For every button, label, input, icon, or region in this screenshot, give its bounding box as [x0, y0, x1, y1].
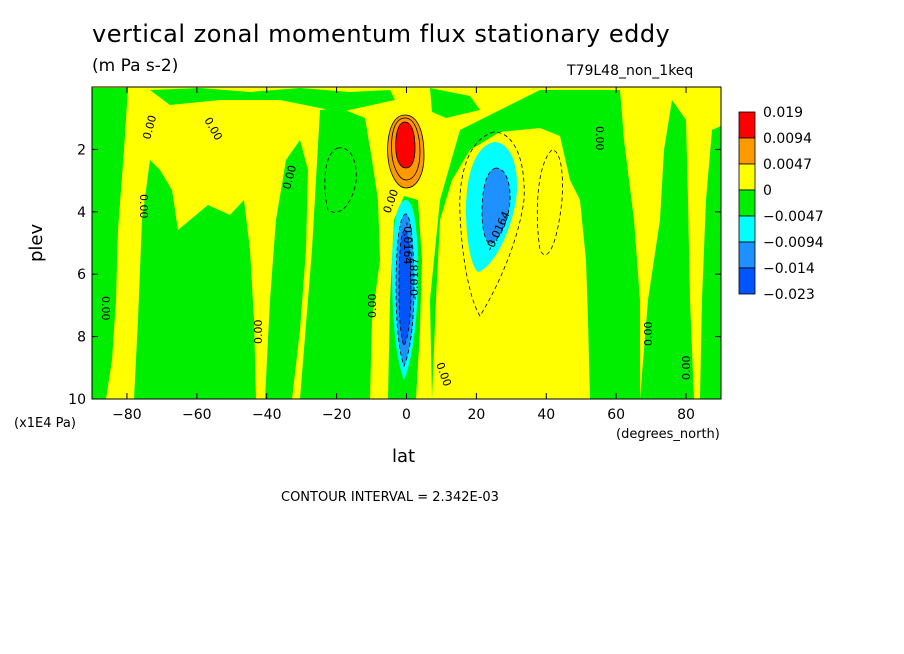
- legend-level-label: 0.0047: [763, 157, 812, 173]
- contour-line-positive-mid: [391, 117, 421, 181]
- green-region-top-right: [430, 88, 480, 118]
- contour-label: -0.0187: [408, 258, 421, 300]
- legend-swatch: [738, 163, 756, 191]
- y-tick-label: 2: [77, 142, 86, 158]
- legend-level-label: −0.014: [763, 261, 815, 277]
- legend-level-label: −0.0047: [763, 209, 824, 225]
- legend-level-label: 0.019: [763, 105, 803, 121]
- contour-label: 0.00: [593, 126, 606, 151]
- y-tick-label: 8: [77, 330, 86, 346]
- contour-interval-label: CONTOUR INTERVAL = 2.342E-03: [281, 490, 499, 505]
- run-label: T79L48_non_1keq: [567, 63, 694, 79]
- green-region-south-subtropics: [300, 108, 380, 399]
- green-region-far-south: [92, 88, 128, 399]
- legend-swatch: [738, 241, 756, 269]
- legend-level-label: −0.023: [763, 287, 815, 303]
- contour-label: 0.00: [642, 322, 655, 347]
- x-tick-label: 0: [402, 407, 411, 423]
- contour-label: 0.00: [252, 320, 265, 345]
- darkblue-region-equatorial: [399, 230, 411, 346]
- legend-swatch: [738, 189, 756, 217]
- legend-swatch: [738, 215, 756, 243]
- x-axis-units: (degrees_north): [616, 427, 720, 442]
- green-region-far-north: [700, 126, 721, 399]
- axes: −80 −60 −40 −20 0 20 40 60 80 2 4 6 8 10: [68, 87, 721, 423]
- contour-label: 0.00: [140, 114, 159, 141]
- contour-label: 0.00: [137, 194, 150, 219]
- contour-line-negative-equatorial: [395, 213, 415, 368]
- contour-label: 0.00: [280, 164, 299, 191]
- green-region-southwest: [134, 160, 256, 399]
- red-region-maximum: [395, 122, 415, 168]
- plot-area: 0.00 0.00 0.00 0.00 0.00 0.00 0.00 0.00 …: [92, 87, 721, 399]
- legend-level-label: 0: [763, 183, 772, 199]
- contour-line-negative-subtropical: [481, 167, 511, 245]
- y-axis-units: (x1E4 Pa): [14, 416, 76, 431]
- y-tick-label: 10: [68, 392, 86, 408]
- contour-label: 0.00: [366, 294, 379, 319]
- green-region-top-band: [150, 88, 395, 112]
- contour-label: -0.0164: [401, 222, 414, 264]
- blue-region-subtropical: [482, 168, 511, 244]
- contour-line-positive: [395, 121, 416, 169]
- green-region-north-subtropics: [430, 90, 640, 399]
- green-region-south-mid: [265, 140, 308, 399]
- chart-title: vertical zonal momentum flux stationary …: [92, 20, 671, 48]
- contour-label: 0.00: [99, 296, 112, 321]
- x-tick-label: −60: [182, 407, 212, 423]
- x-tick-label: −80: [112, 407, 142, 423]
- x-tick-label: 40: [537, 407, 555, 423]
- x-tick-label: 20: [467, 407, 485, 423]
- legend-swatch: [738, 267, 756, 295]
- x-tick-label: 60: [607, 407, 625, 423]
- x-tick-label: −20: [322, 407, 352, 423]
- color-legend: 0.019 0.0094 0.0047 0 −0.0047 −0.0094 −0.014 −0…: [738, 105, 824, 303]
- x-tick-label: 80: [677, 407, 695, 423]
- y-tick-label: 4: [77, 205, 86, 221]
- legend-level-label: 0.0094: [763, 131, 812, 147]
- contour-lines: [324, 114, 563, 368]
- y-axis-label: plev: [26, 223, 47, 262]
- chart-units: (m Pa s-2): [92, 56, 179, 76]
- x-tick-label: −40: [252, 407, 282, 423]
- contour-line-positive-outer: [387, 114, 425, 189]
- contour-line-negative-subtropical-outer: [459, 131, 525, 317]
- y-tick-label: 6: [77, 267, 86, 283]
- contour-line-negative-north: [536, 149, 563, 256]
- contour-label: 0.00: [680, 356, 693, 381]
- legend-swatch: [738, 111, 756, 139]
- legend-level-label: −0.0094: [763, 235, 824, 251]
- green-region-north-extratropics: [640, 100, 694, 399]
- legend-swatch: [738, 137, 756, 165]
- x-axis-label: lat: [392, 446, 416, 467]
